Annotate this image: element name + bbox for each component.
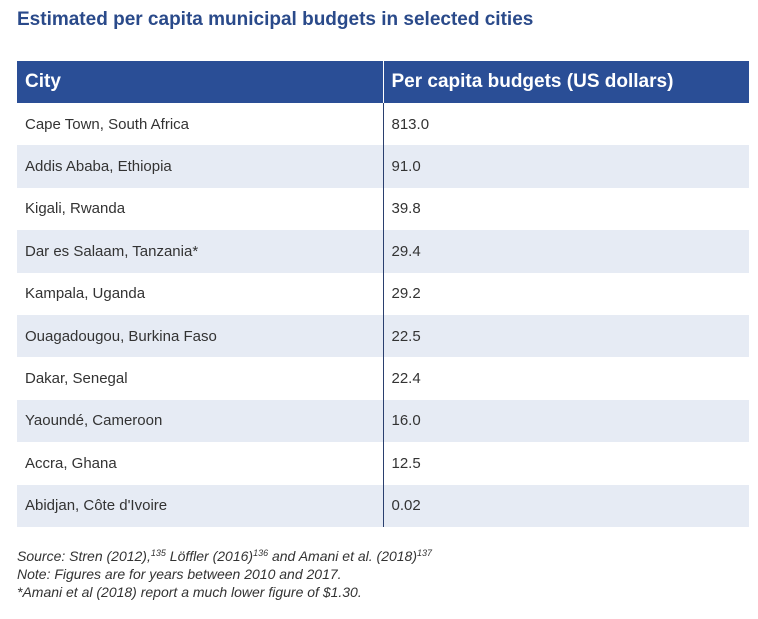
city-cell: Dar es Salaam, Tanzania* [17,230,383,273]
table-title: Estimated per capita municipal budgets i… [17,9,534,30]
budget-cell: 39.8 [382,187,749,231]
budget-cell: 22.4 [382,357,749,400]
table-row: Kigali, Rwanda 39.8 [17,187,749,231]
budget-cell: 16.0 [382,399,749,443]
budget-cell: 91.0 [382,145,749,188]
reference-number: 136 [253,548,269,558]
table-notes: Source: Stren (2012),135 Löffler (2016)1… [17,544,432,601]
city-cell: Addis Ababa, Ethiopia [17,145,383,188]
table-row: Dakar, Senegal 22.4 [17,357,749,400]
city-cell: Kampala, Uganda [25,285,146,303]
column-header-city: City [17,61,383,103]
table-row: Ouagadougou, Burkina Faso 22.5 [17,314,749,358]
note-line: Note: Figures are for years between 2010… [17,566,342,582]
budget-cell: 0.02 [382,484,749,527]
table-row: Addis Ababa, Ethiopia 91.0 [17,145,749,188]
table-row: Abidjan, Côte d'Ivoire 0.02 [17,484,749,527]
budget-cell: 29.4 [382,230,749,273]
table-header-row: City Per capita budgets (US dollars) [17,61,749,103]
reference-number: 135 [150,548,166,558]
city-cell: Kigali, Rwanda [25,200,126,218]
city-cell: Dakar, Senegal [25,370,128,388]
reference-number: 137 [417,548,433,558]
city-cell: Yaoundé, Cameroon [17,399,383,443]
table-row: Yaoundé, Cameroon 16.0 [17,399,749,443]
source-text: Source: Stren (2012), [17,548,151,564]
city-cell: Ouagadougou, Burkina Faso [17,314,383,358]
budget-table: City Per capita budgets (US dollars) Cap… [17,61,749,527]
budget-cell: 12.5 [382,442,749,485]
source-text: Löffler (2016) [165,548,254,564]
table-row: Kampala, Uganda 29.2 [17,272,749,315]
budget-cell: 22.5 [382,314,749,358]
city-cell: Accra, Ghana [25,454,117,472]
budget-cell: 813.0 [382,103,749,146]
city-cell: Abidjan, Côte d'Ivoire [17,484,383,527]
table-row: Accra, Ghana 12.5 [17,442,749,485]
table-row: Dar es Salaam, Tanzania* 29.4 [17,230,749,273]
source-text: and Amani et al. (2018) [268,548,417,564]
source-line: Source: Stren (2012),135 Löffler (2016)1… [17,544,432,565]
table-row: Cape Town, South Africa 813.0 [17,103,749,146]
city-cell: Cape Town, South Africa [25,115,189,133]
column-header-budget: Per capita budgets (US dollars) [382,61,749,103]
budget-cell: 29.2 [382,272,749,315]
footnote-line: *Amani et al (2018) report a much lower … [17,584,362,600]
